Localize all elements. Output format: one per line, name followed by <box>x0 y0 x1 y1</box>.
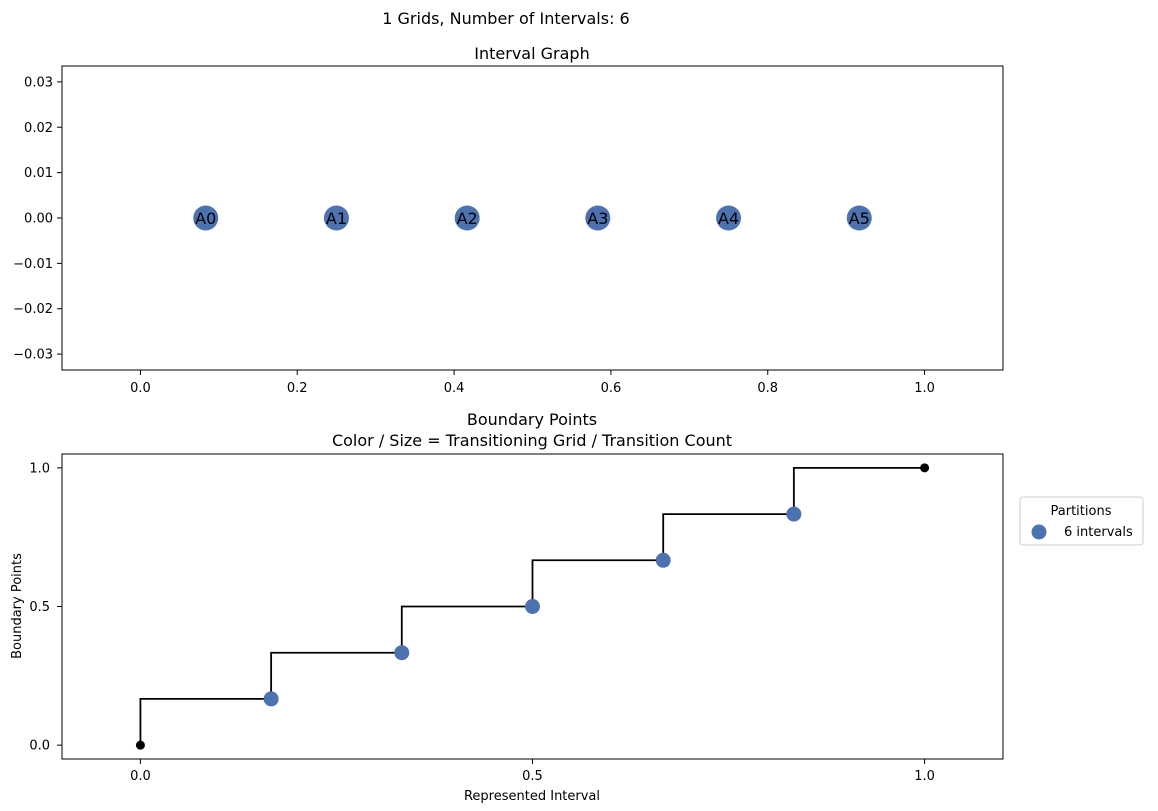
endpoint-marker <box>135 740 145 750</box>
boundary-points-y-label: Boundary Points <box>10 553 25 659</box>
interval-graph-title: Interval Graph <box>474 44 589 63</box>
node-label: A2 <box>457 209 478 228</box>
boundary-point <box>263 691 279 707</box>
x-tick-label: 0.0 <box>130 769 151 784</box>
boundary-series-points <box>263 506 802 707</box>
x-tick-label: 0.5 <box>522 769 543 784</box>
y-tick-label: 1.0 <box>29 461 50 476</box>
node-a2 <box>454 205 480 231</box>
node-label: A1 <box>326 209 347 228</box>
y-tick-label: 0.01 <box>24 166 53 181</box>
x-tick-label: 1.0 <box>914 381 935 396</box>
node-label: A4 <box>718 209 739 228</box>
figure-suptitle: 1 Grids, Number of Intervals: 6 <box>382 9 629 28</box>
node-label: A3 <box>587 209 608 228</box>
y-tick-label: −0.03 <box>13 348 53 363</box>
interval-graph-y-ticks: 0.03 0.02 0.01 0.00 −0.01 −0.02 −0.03 <box>13 75 62 363</box>
legend-title: Partitions <box>1051 504 1112 519</box>
y-tick-label: 0.00 <box>24 212 53 227</box>
y-tick-label: −0.01 <box>13 257 53 272</box>
x-tick-label: 0.0 <box>130 381 151 396</box>
interval-graph-nodes: A0 A1 A2 A3 A4 A5 <box>193 205 872 231</box>
y-tick-label: 0.03 <box>24 75 53 90</box>
node-a0 <box>193 205 219 231</box>
interval-graph-x-ticks: 0.0 0.2 0.4 0.6 0.8 1.0 <box>130 370 935 396</box>
node-a1 <box>323 205 349 231</box>
boundary-points-title-line-1: Boundary Points <box>467 410 597 429</box>
boundary-points-x-ticks: 0.0 0.5 1.0 <box>130 759 935 784</box>
node-a4 <box>716 205 742 231</box>
x-tick-label: 0.2 <box>287 381 308 396</box>
x-tick-label: 0.6 <box>601 381 622 396</box>
legend-box <box>1019 496 1144 546</box>
interval-graph-axes: Interval Graph 0.0 0.2 0.4 0.6 0.8 1.0 0.030.… <box>13 44 1004 396</box>
y-tick-label: 0.5 <box>29 600 50 615</box>
boundary-endpoints <box>135 463 930 750</box>
y-tick-label: 0.0 <box>29 739 50 754</box>
legend-marker-6-intervals <box>1031 524 1047 540</box>
endpoint-marker <box>920 463 930 473</box>
partitions-legend: Partitions 6 intervals <box>1019 496 1144 546</box>
node-label: A5 <box>849 209 870 228</box>
x-tick-label: 0.4 <box>444 381 465 396</box>
boundary-points-title-line-2: Color / Size = Transitioning Grid / Tran… <box>332 431 732 450</box>
x-tick-label: 0.8 <box>757 381 778 396</box>
boundary-point <box>525 599 540 614</box>
node-a5 <box>846 205 872 231</box>
boundary-point <box>786 506 802 522</box>
boundary-points-y-ticks: 1.0 0.5 0.0 <box>29 461 62 754</box>
x-tick-label: 1.0 <box>914 769 935 784</box>
node-label: A0 <box>195 209 216 228</box>
node-a3 <box>585 205 611 231</box>
y-tick-label: −0.02 <box>13 302 53 317</box>
boundary-points-x-label: Represented Interval <box>464 789 600 804</box>
boundary-point <box>394 645 410 661</box>
y-tick-label: 0.02 <box>24 121 53 136</box>
boundary-points-axes: Boundary Points Color / Size = Transitio… <box>10 410 1004 804</box>
boundary-point <box>655 552 671 568</box>
legend-entry-6-intervals: 6 intervals <box>1064 525 1133 540</box>
